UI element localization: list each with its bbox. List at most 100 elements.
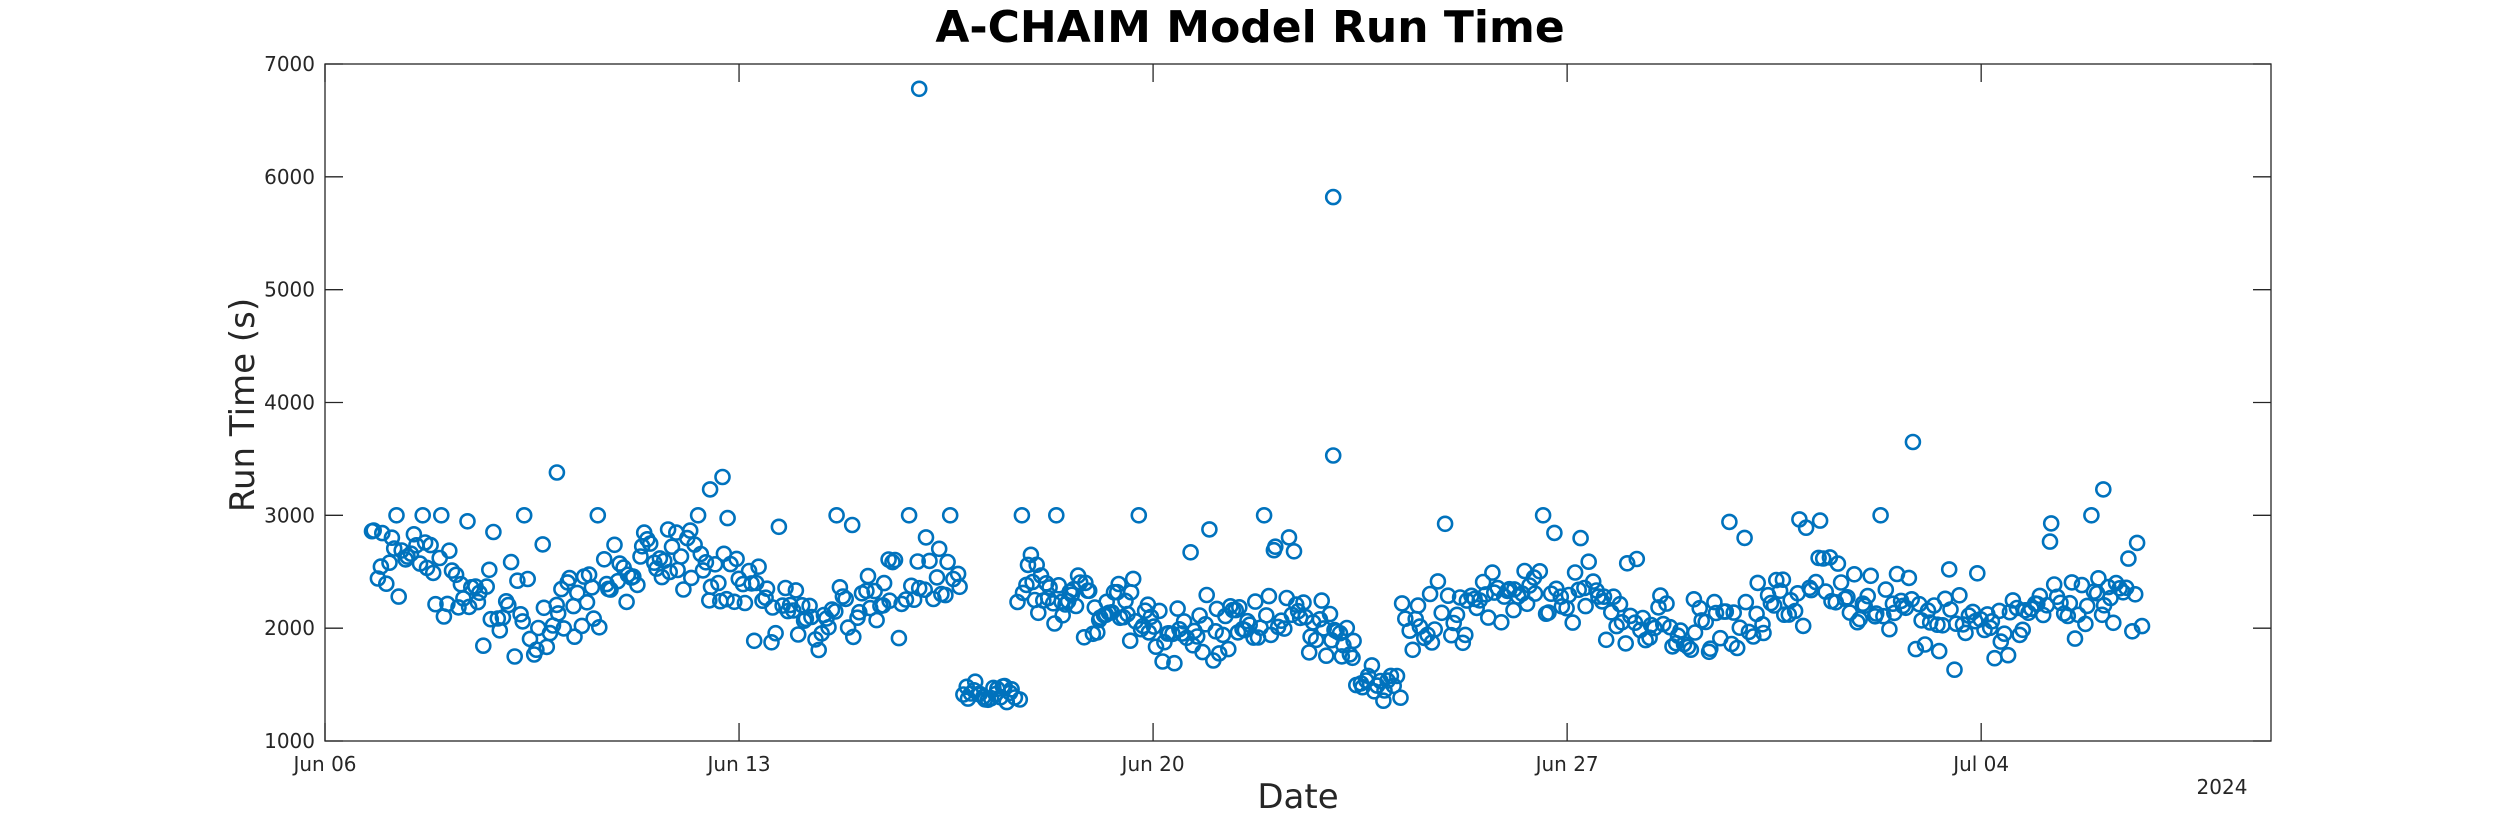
data-point-576 bbox=[1946, 661, 1963, 679]
data-point-41 bbox=[478, 578, 496, 595]
data-point-115 bbox=[682, 569, 700, 587]
data-point-551 bbox=[1872, 506, 1889, 524]
data-point-263 bbox=[1077, 574, 1094, 592]
data-point-632 bbox=[2111, 579, 2128, 597]
data-point-262 bbox=[1075, 628, 1093, 646]
data-point-287 bbox=[1130, 506, 1148, 524]
data-point-402 bbox=[1429, 573, 1447, 590]
data-point-82 bbox=[590, 618, 608, 636]
data-point-75 bbox=[573, 617, 591, 635]
data-point-408 bbox=[1448, 606, 1466, 624]
data-point-561 bbox=[1900, 569, 1918, 587]
data-point-61 bbox=[534, 536, 552, 553]
data-point-107 bbox=[661, 563, 679, 581]
data-point-628 bbox=[2100, 578, 2117, 596]
data-point-170 bbox=[837, 590, 855, 608]
data-point-295 bbox=[1147, 638, 1165, 656]
data-point-617 bbox=[2066, 630, 2084, 647]
data-point-67 bbox=[549, 605, 567, 622]
data-point-459 bbox=[1597, 631, 1615, 649]
data-point-249 bbox=[1046, 615, 1063, 632]
data-point-403 bbox=[1433, 604, 1450, 622]
data-point-486 bbox=[1679, 638, 1697, 656]
data-point-100 bbox=[641, 535, 659, 552]
data-point-476 bbox=[1650, 599, 1667, 616]
data-point-209 bbox=[951, 578, 968, 596]
data-point-120 bbox=[697, 553, 715, 571]
data-point-440 bbox=[1542, 585, 1560, 603]
data-point-164 bbox=[820, 618, 837, 636]
data-point-410 bbox=[1454, 634, 1472, 652]
data-point-622 bbox=[2083, 506, 2100, 524]
data-point-529 bbox=[1807, 573, 1825, 591]
data-point-372 bbox=[1344, 649, 1361, 667]
data-point-511 bbox=[1754, 615, 1771, 633]
data-point-1 bbox=[365, 522, 383, 539]
data-point-540 bbox=[1839, 588, 1856, 606]
data-point-127 bbox=[718, 590, 735, 608]
y-tick-label-5: 6000 bbox=[264, 165, 315, 189]
data-point-368 bbox=[1333, 648, 1351, 665]
data-point-427 bbox=[1505, 601, 1522, 619]
data-point-338 bbox=[1258, 607, 1275, 624]
data-point-152 bbox=[787, 582, 805, 599]
y-tick-label-1: 2000 bbox=[264, 616, 315, 640]
data-point-563 bbox=[1907, 640, 1925, 658]
data-point-370 bbox=[1338, 619, 1356, 637]
data-point-608 bbox=[2041, 533, 2059, 550]
data-point-386 bbox=[1382, 667, 1400, 685]
data-point-593 bbox=[1996, 625, 2013, 643]
data-point-546 bbox=[1856, 597, 1873, 615]
data-point-14 bbox=[402, 545, 420, 563]
data-point-241 bbox=[1028, 556, 1045, 574]
data-point-621 bbox=[2078, 597, 2096, 615]
data-point-59 bbox=[528, 641, 545, 659]
data-point-496 bbox=[1707, 604, 1725, 622]
data-point-387 bbox=[1385, 677, 1402, 695]
data-point-21 bbox=[422, 536, 439, 554]
data-point-592 bbox=[1992, 633, 2010, 650]
data-point-166 bbox=[826, 603, 844, 620]
data-point-237 bbox=[1019, 556, 1037, 574]
data-point-235 bbox=[1014, 584, 1032, 602]
data-point-574 bbox=[1940, 561, 1958, 578]
data-point-458 bbox=[1595, 588, 1613, 606]
data-point-173 bbox=[844, 628, 862, 646]
data-point-516 bbox=[1768, 571, 1785, 589]
data-point-548 bbox=[1862, 567, 1879, 585]
data-point-296 bbox=[1151, 602, 1168, 620]
data-point-191 bbox=[897, 591, 915, 608]
x-tick-label-3: Jun 27 bbox=[1534, 752, 1599, 776]
data-point-537 bbox=[1829, 555, 1847, 572]
data-point-55 bbox=[515, 506, 533, 524]
data-point-233 bbox=[1011, 691, 1029, 708]
data-point-349 bbox=[1285, 542, 1303, 560]
data-point-24 bbox=[431, 549, 449, 567]
data-point-69 bbox=[555, 620, 573, 637]
data-point-230 bbox=[1003, 680, 1020, 698]
data-point-640 bbox=[910, 80, 928, 98]
data-point-9 bbox=[388, 506, 405, 524]
data-point-510 bbox=[1749, 574, 1766, 592]
data-point-253 bbox=[1054, 606, 1071, 624]
data-point-342 bbox=[1267, 538, 1284, 556]
data-point-83 bbox=[595, 550, 613, 568]
data-point-588 bbox=[1981, 619, 1999, 637]
data-point-625 bbox=[2090, 569, 2107, 587]
data-point-492 bbox=[1697, 613, 1714, 631]
data-point-453 bbox=[1580, 553, 1597, 571]
data-point-538 bbox=[1832, 574, 1850, 591]
data-point-184 bbox=[875, 574, 893, 592]
data-point-334 bbox=[1247, 593, 1264, 610]
data-point-465 bbox=[1617, 635, 1634, 652]
data-point-134 bbox=[736, 594, 754, 612]
y-tick-label-2: 3000 bbox=[264, 503, 315, 527]
data-points bbox=[363, 80, 2151, 711]
data-point-638 bbox=[2128, 534, 2146, 552]
data-point-112 bbox=[675, 581, 692, 598]
y-tick-label-0: 1000 bbox=[264, 729, 315, 753]
data-point-575 bbox=[1942, 601, 1959, 618]
data-point-43 bbox=[482, 610, 500, 628]
data-point-15 bbox=[405, 525, 423, 543]
data-point-44 bbox=[485, 523, 502, 541]
